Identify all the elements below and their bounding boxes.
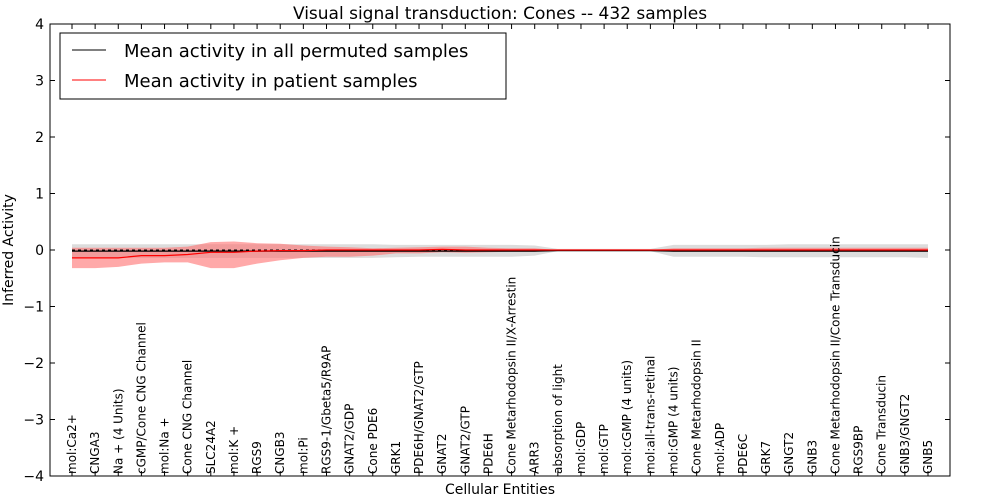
x-tick-label: GNB5: [921, 440, 935, 474]
x-tick-label: PDE6H: [481, 433, 495, 474]
x-tick-label: GNB3/GNGT2: [898, 394, 912, 474]
x-axis: mol:Ca2+ CNGA3 Na + (4 Units) cGMP/Cone CNG…: [65, 24, 935, 476]
legend: Mean activity in all permuted samples Me…: [59, 32, 507, 100]
x-tick-label: GNAT2/GTP: [458, 406, 472, 474]
y-tick-label: −1: [23, 300, 44, 316]
x-tick-label: mol:all-trans-retinal: [643, 356, 657, 474]
x-tick-label: Cone Metarhodopsin II/Cone Transducin: [829, 236, 843, 474]
x-tick-label: Na + (4 Units): [111, 388, 125, 474]
x-tick-label: PDE6H/GNAT2/GTP: [412, 361, 426, 474]
series-line-patient: [72, 248, 928, 259]
series-line-permuted: [72, 250, 928, 252]
x-tick-label: Cone Metarhodopsin II/X-Arrestin: [505, 277, 519, 474]
x-tick-label: Cone CNG Channel: [181, 360, 195, 474]
x-tick-label: CNGB3: [273, 431, 287, 474]
band-patient: [72, 241, 928, 269]
y-tick-label: 4: [35, 17, 44, 33]
x-tick-label: Cone PDE6: [366, 408, 380, 474]
x-tick-label: mol:K +: [227, 426, 241, 474]
x-tick-label: PDE6C: [736, 434, 750, 474]
x-tick-label: mol:ADP: [713, 423, 727, 474]
legend-label-permuted: Mean activity in all permuted samples: [124, 41, 468, 62]
y-tick-label: −3: [23, 413, 44, 429]
y-axis: 4 3 2 1 0 −1 −2 −3 −4: [23, 17, 950, 485]
legend-box: [59, 32, 507, 100]
y-tick-label: 0: [35, 243, 44, 259]
y-axis-label: Inferred Activity: [1, 194, 17, 306]
x-tick-label: mol:cGMP (4 units): [620, 360, 634, 474]
x-tick-label: GNAT2/GDP: [343, 404, 357, 474]
x-tick-label: cGMP/Cone CNG Channel: [134, 322, 148, 474]
x-tick-label: mol:GTP: [597, 424, 611, 474]
x-tick-label: GNGT2: [782, 432, 796, 474]
y-tick-label: 3: [35, 74, 44, 90]
x-tick-label: mol:Pi: [296, 437, 310, 474]
y-tick-label: 1: [35, 187, 44, 203]
x-tick-label: RGS9: [250, 441, 264, 474]
x-tick-label: absorption of light: [551, 364, 565, 474]
y-tick-label: −2: [23, 356, 44, 372]
x-tick-label: RGS9-1/Gbeta5/R9AP: [320, 346, 334, 474]
x-tick-label: ARR3: [528, 441, 542, 474]
y-tick-label: −4: [23, 469, 44, 485]
x-tick-label: Cone Transducin: [875, 375, 889, 474]
x-tick-label: GNB3: [805, 440, 819, 474]
x-tick-label: mol:GMP (4 units): [667, 367, 681, 474]
x-tick-label: GNAT2: [435, 433, 449, 474]
x-tick-label: RGS9BP: [852, 426, 866, 474]
x-tick-label: GRK7: [759, 441, 773, 474]
chart-title: Visual signal transduction: Cones -- 432…: [293, 4, 707, 24]
x-tick-label: SLC24A2: [204, 420, 218, 474]
x-tick-label: GRK1: [389, 441, 403, 474]
y-tick-label: 2: [35, 130, 44, 146]
x-tick-label: mol:Ca2+: [65, 414, 79, 474]
x-tick-label: mol:GDP: [574, 422, 588, 474]
legend-label-patient: Mean activity in patient samples: [124, 71, 418, 92]
x-tick-label: CNGA3: [88, 432, 102, 475]
x-tick-label: Cone Metarhodopsin II: [690, 339, 704, 474]
activity-lines: [72, 248, 928, 259]
x-tick-label: mol:Na +: [158, 417, 172, 474]
x-axis-label: Cellular Entities: [445, 482, 555, 498]
